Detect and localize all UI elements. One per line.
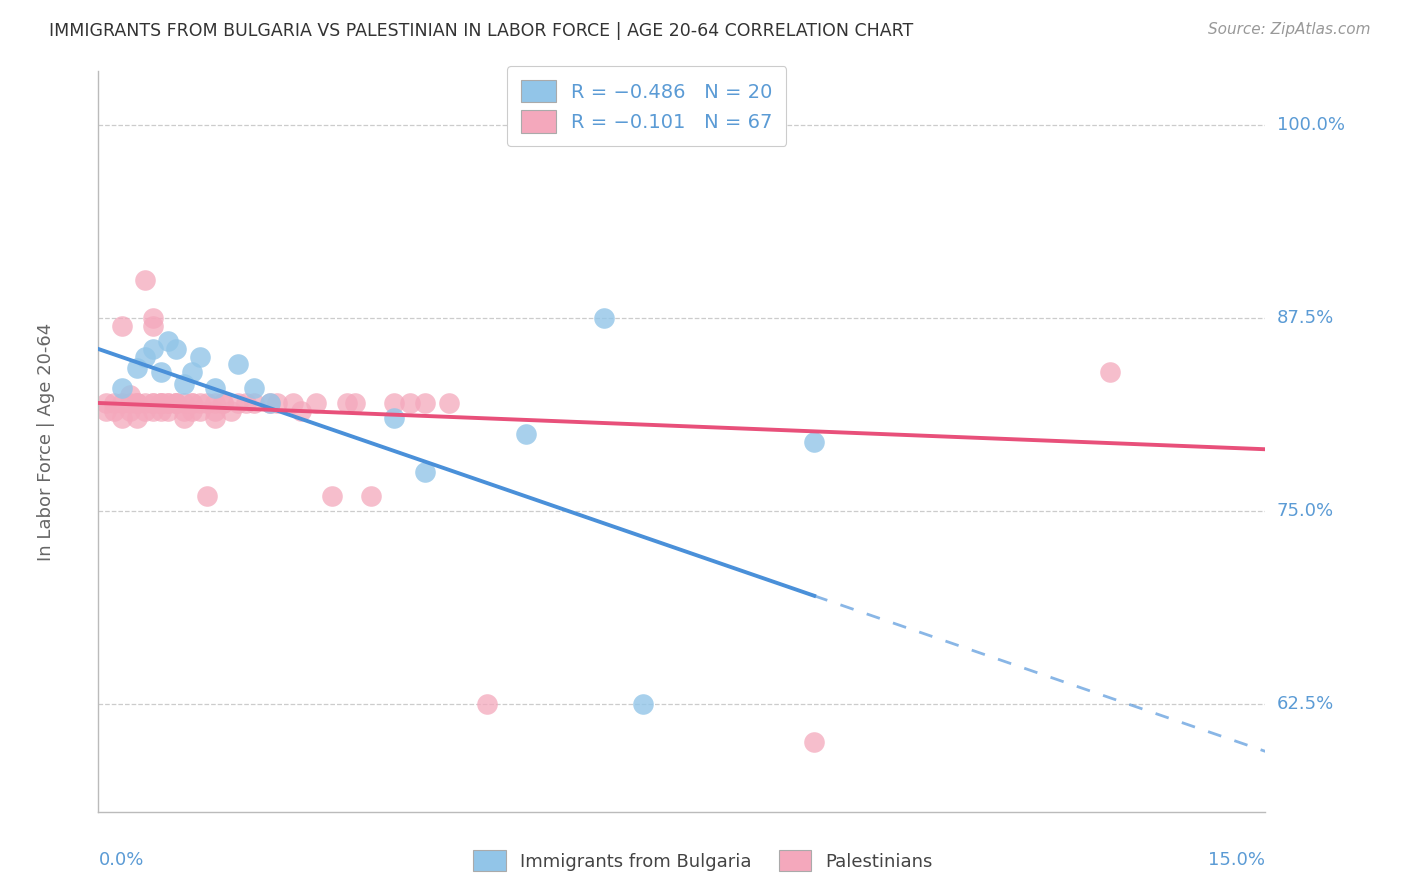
Point: [173, 403, 195, 417]
Point: [631, 697, 654, 711]
Point: [165, 396, 187, 410]
Point: [803, 434, 825, 449]
Point: [111, 380, 134, 394]
Point: [290, 403, 312, 417]
Point: [127, 396, 149, 410]
Text: 62.5%: 62.5%: [1277, 695, 1334, 713]
Point: [344, 396, 367, 410]
Point: [134, 272, 156, 286]
Point: [259, 396, 281, 410]
Point: [111, 318, 134, 333]
Text: 0.0%: 0.0%: [98, 851, 143, 869]
Point: [266, 396, 288, 410]
Point: [593, 311, 616, 326]
Point: [165, 396, 187, 410]
Point: [134, 396, 156, 410]
Point: [228, 396, 250, 410]
Point: [243, 380, 266, 394]
Point: [188, 396, 211, 410]
Text: 87.5%: 87.5%: [1277, 310, 1334, 327]
Point: [149, 403, 172, 417]
Point: [111, 396, 134, 410]
Point: [235, 396, 257, 410]
Point: [96, 396, 118, 410]
Point: [127, 396, 149, 410]
Point: [195, 396, 218, 410]
Point: [437, 396, 460, 410]
Point: [195, 489, 218, 503]
Point: [127, 411, 149, 425]
Point: [382, 411, 405, 425]
Text: 15.0%: 15.0%: [1208, 851, 1265, 869]
Point: [212, 396, 235, 410]
Point: [360, 489, 382, 503]
Point: [259, 396, 281, 410]
Point: [305, 396, 328, 410]
Point: [204, 403, 226, 417]
Point: [173, 411, 195, 425]
Point: [157, 403, 180, 417]
Point: [142, 403, 165, 417]
Point: [219, 403, 242, 417]
Point: [188, 350, 211, 364]
Point: [204, 380, 226, 394]
Point: [180, 365, 202, 379]
Point: [180, 403, 202, 417]
Point: [382, 396, 405, 410]
Point: [321, 489, 343, 503]
Point: [111, 411, 134, 425]
Point: [165, 342, 187, 356]
Point: [149, 396, 172, 410]
Point: [149, 365, 172, 379]
Point: [134, 350, 156, 364]
Point: [96, 403, 118, 417]
Point: [515, 426, 537, 441]
Point: [142, 396, 165, 410]
Point: [243, 396, 266, 410]
Text: In Labor Force | Age 20-64: In Labor Force | Age 20-64: [37, 322, 55, 561]
Point: [142, 342, 165, 356]
Point: [413, 396, 436, 410]
Point: [118, 403, 141, 417]
Point: [398, 396, 420, 410]
Point: [413, 466, 436, 480]
Point: [127, 396, 149, 410]
Legend: Immigrants from Bulgaria, Palestinians: Immigrants from Bulgaria, Palestinians: [465, 843, 941, 879]
Text: Source: ZipAtlas.com: Source: ZipAtlas.com: [1208, 22, 1371, 37]
Legend: R = −0.486   N = 20, R = −0.101   N = 67: R = −0.486 N = 20, R = −0.101 N = 67: [508, 66, 786, 146]
Point: [173, 396, 195, 410]
Point: [142, 318, 165, 333]
Point: [118, 396, 141, 410]
Point: [204, 396, 226, 410]
Point: [180, 396, 202, 410]
Point: [142, 311, 165, 326]
Point: [188, 403, 211, 417]
Point: [228, 358, 250, 372]
Point: [157, 396, 180, 410]
Point: [103, 396, 125, 410]
Text: IMMIGRANTS FROM BULGARIA VS PALESTINIAN IN LABOR FORCE | AGE 20-64 CORRELATION C: IMMIGRANTS FROM BULGARIA VS PALESTINIAN …: [49, 22, 914, 40]
Point: [149, 396, 172, 410]
Point: [180, 396, 202, 410]
Point: [142, 396, 165, 410]
Point: [103, 403, 125, 417]
Point: [149, 396, 172, 410]
Point: [204, 411, 226, 425]
Point: [157, 396, 180, 410]
Point: [336, 396, 359, 410]
Point: [173, 377, 195, 392]
Point: [803, 735, 825, 749]
Point: [134, 403, 156, 417]
Point: [212, 396, 235, 410]
Point: [477, 697, 499, 711]
Text: 100.0%: 100.0%: [1277, 116, 1344, 135]
Point: [165, 396, 187, 410]
Point: [118, 388, 141, 402]
Point: [1098, 365, 1121, 379]
Point: [281, 396, 304, 410]
Point: [127, 360, 149, 375]
Point: [157, 334, 180, 349]
Text: 75.0%: 75.0%: [1277, 502, 1334, 520]
